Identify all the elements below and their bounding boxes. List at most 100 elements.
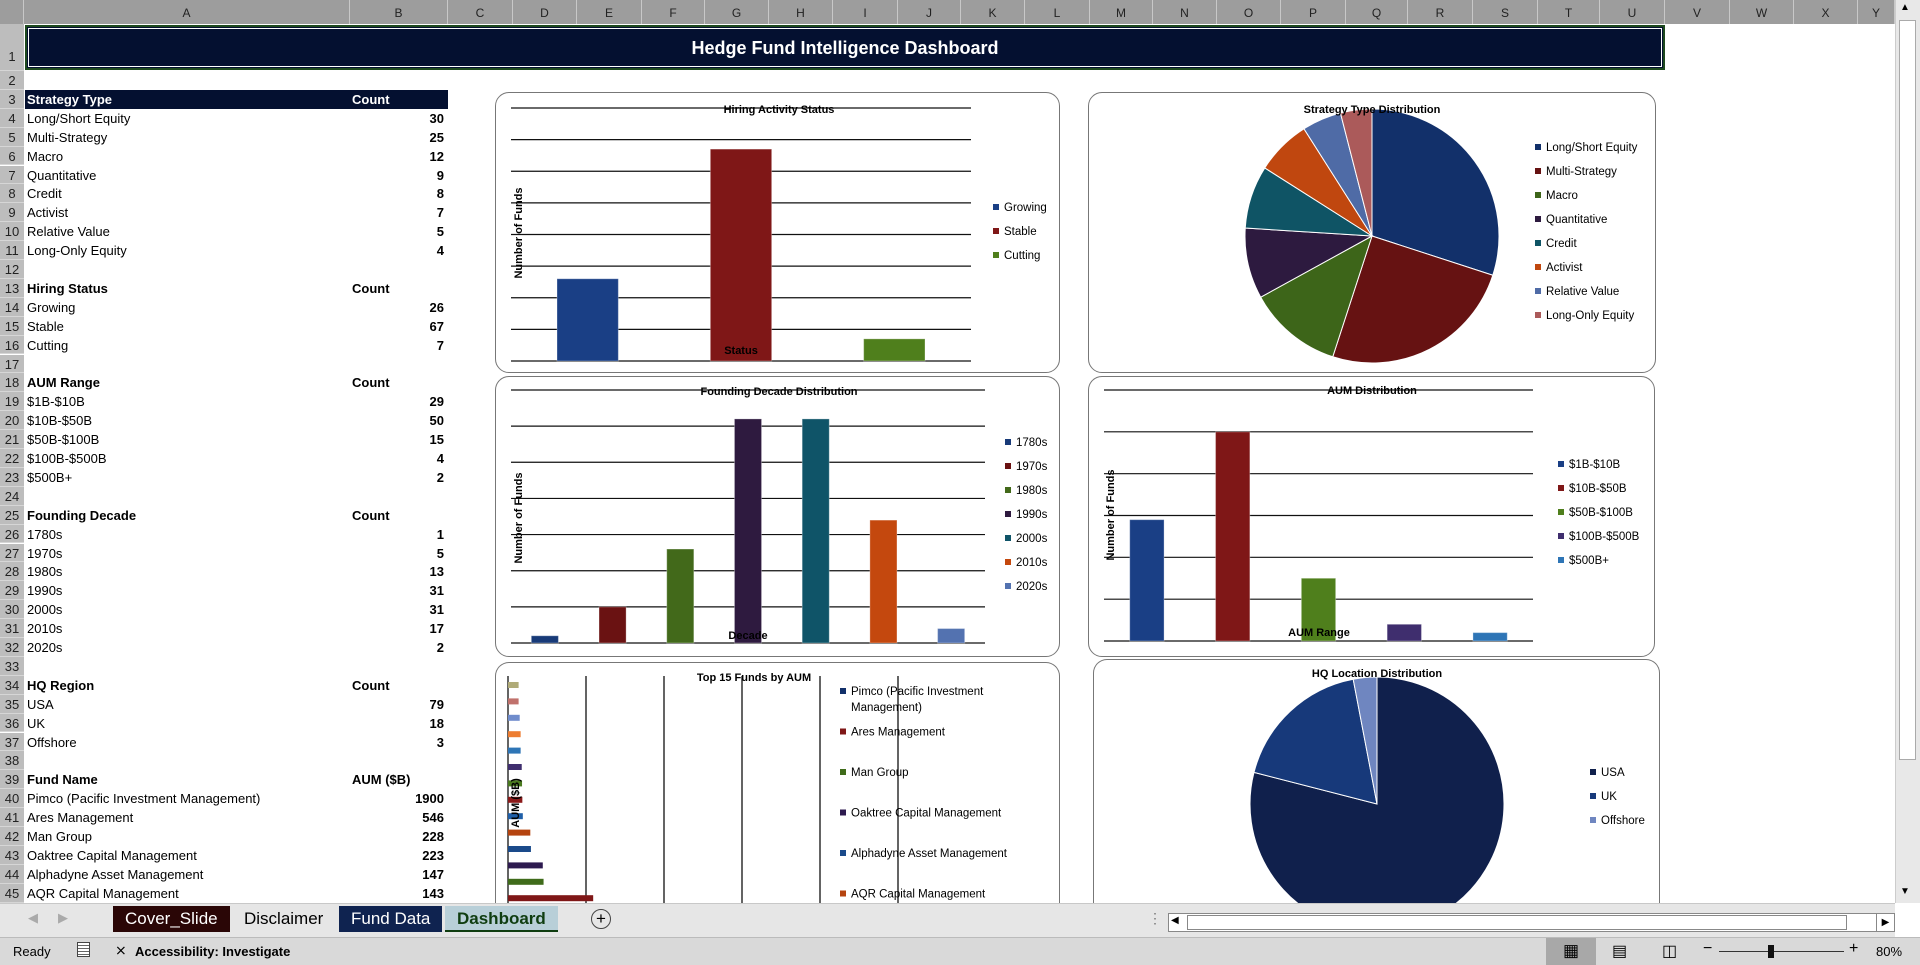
pie-slice-Multi-Strategy[interactable] [1332, 235, 1494, 364]
bar-rank-9[interactable] [508, 780, 523, 787]
cell-value[interactable]: 3 [436, 734, 444, 750]
hq-location-chart[interactable]: HQ Location Distribution USA UK Offshore [1093, 659, 1660, 903]
column-header-S[interactable]: S [1473, 0, 1538, 24]
accessibility-icon[interactable]: ⨯ [115, 942, 127, 958]
row-header[interactable]: 39 [0, 770, 24, 790]
bar-Alphadyne Asset Management[interactable] [508, 846, 531, 852]
bar-2000s[interactable] [801, 418, 830, 644]
cell-label[interactable]: 1990s [27, 583, 63, 599]
cell-label[interactable]: $100B-$500B [27, 451, 107, 466]
row-header[interactable]: 31 [0, 619, 24, 638]
bar-AQR Capital Management[interactable] [508, 829, 531, 836]
cell-label[interactable]: $1B-$10B [27, 394, 85, 410]
column-header-H[interactable]: H [769, 0, 833, 24]
table-header-count[interactable]: Count [352, 91, 390, 107]
row-header[interactable]: 35 [0, 694, 24, 714]
cell-value[interactable]: 147 [422, 866, 444, 882]
table-header-label[interactable]: AUM Range [27, 375, 100, 391]
cell-value[interactable]: 8 [436, 186, 444, 202]
row-header[interactable]: 9 [0, 203, 24, 223]
cell-label[interactable]: Alphadyne Asset Management [27, 866, 204, 882]
row-header[interactable]: 30 [0, 600, 24, 620]
row-header[interactable]: 2 [0, 71, 24, 90]
bar-rank-10[interactable] [508, 764, 522, 770]
cell-value[interactable]: 5 [436, 224, 444, 240]
dashboard-title-banner[interactable]: Hedge Fund Intelligence Dashboard [25, 25, 1665, 70]
cell-label[interactable]: 1970s [27, 545, 63, 561]
cell-value[interactable]: 17 [429, 621, 444, 637]
column-header-C[interactable]: C [448, 0, 513, 24]
cell-label[interactable]: Growing [27, 299, 76, 315]
cell-label[interactable]: USA [27, 696, 54, 712]
row-header[interactable]: 17 [0, 354, 24, 374]
cell-label[interactable]: 2010s [27, 621, 63, 637]
row-header[interactable]: 34 [0, 675, 24, 695]
bar-1980s[interactable] [666, 548, 695, 644]
column-header-V[interactable]: V [1665, 0, 1730, 24]
normal-view-button[interactable]: ▦ [1546, 938, 1596, 965]
cell-value[interactable]: 30 [429, 110, 444, 126]
pie-slice-Long/Short Equity[interactable] [1371, 108, 1500, 276]
cell-value[interactable]: 4 [436, 451, 444, 466]
column-header-N[interactable]: N [1153, 0, 1217, 24]
scroll-up-arrow[interactable]: ▲ [1900, 2, 1910, 13]
table-header-count[interactable]: Count [352, 507, 390, 523]
column-header-K[interactable]: K [961, 0, 1025, 24]
cell-value[interactable]: 2 [436, 640, 444, 655]
table-header-count[interactable]: Count [352, 280, 390, 296]
top-funds-chart[interactable]: Top 15 Funds by AUM AUM ($B) Pimco (Pacifi… [495, 662, 1060, 903]
cell-label[interactable]: AQR Capital Management [27, 885, 179, 901]
cell-label[interactable]: Quantitative [27, 167, 97, 183]
column-header-M[interactable]: M [1090, 0, 1153, 24]
table-header-count[interactable]: Count [352, 677, 390, 693]
cell-value[interactable]: 546 [422, 810, 444, 826]
pie-slice-Offshore[interactable] [1352, 676, 1378, 805]
row-header[interactable]: 42 [0, 827, 24, 846]
cell-value[interactable]: 12 [429, 148, 444, 164]
bar-$1B-$10B[interactable] [1129, 519, 1165, 642]
cell-label[interactable]: Ares Management [27, 810, 134, 826]
cell-value[interactable]: 143 [422, 885, 444, 901]
sheet-tab-cover-slide[interactable]: Cover_Slide [113, 906, 230, 932]
cell-value[interactable]: 79 [429, 696, 444, 712]
row-header[interactable]: 15 [0, 316, 24, 336]
cell-value[interactable]: 4 [436, 243, 444, 259]
cell-value[interactable]: 31 [429, 602, 444, 618]
accessibility-status[interactable]: Accessibility: Investigate [135, 944, 291, 959]
cell-value[interactable]: 223 [422, 847, 444, 863]
row-header[interactable]: 13 [0, 278, 24, 298]
bar-Stable[interactable] [709, 148, 773, 362]
row-header[interactable]: 8 [0, 184, 24, 204]
bar-Cutting[interactable] [863, 338, 926, 362]
row-header[interactable]: 1 [0, 24, 24, 71]
cell-label[interactable]: $500B+ [27, 469, 73, 485]
column-header-G[interactable]: G [705, 0, 769, 24]
sheet-tab-fund-data[interactable]: Fund Data [339, 906, 443, 932]
cell-value[interactable]: 2 [436, 469, 444, 485]
scroll-left-arrow[interactable]: ◀ [1171, 915, 1179, 926]
row-header[interactable]: 12 [0, 260, 24, 279]
zoom-out-button[interactable]: − [1703, 940, 1713, 957]
cell-label[interactable]: UK [27, 715, 46, 731]
table-header-count[interactable]: AUM ($B) [352, 772, 411, 788]
cell-value[interactable]: 9 [436, 167, 444, 183]
bar-rank-13[interactable] [508, 714, 520, 721]
row-header[interactable]: 20 [0, 411, 24, 431]
cell-label[interactable]: Multi-Strategy [27, 129, 108, 145]
sheet-tab-disclaimer[interactable]: Disclaimer [232, 906, 336, 932]
column-header-J[interactable]: J [898, 0, 961, 24]
page-layout-view-button[interactable]: ▤ [1612, 943, 1628, 960]
zoom-level[interactable]: 80% [1876, 944, 1903, 959]
cell-label[interactable]: Stable [27, 318, 64, 334]
cell-label[interactable]: 1980s [27, 564, 63, 580]
bar-2020s[interactable] [937, 628, 966, 644]
table-header-label[interactable]: Hiring Status [27, 280, 108, 296]
row-header[interactable]: 23 [0, 467, 24, 487]
strategy-type-chart[interactable]: Strategy Type Distribution Long/Short Equ… [1088, 92, 1656, 373]
column-header-D[interactable]: D [513, 0, 577, 24]
row-header[interactable]: 22 [0, 449, 24, 468]
cell-label[interactable]: $10B-$50B [27, 413, 93, 429]
cell-label[interactable]: Long/Short Equity [27, 110, 131, 126]
column-header-E[interactable]: E [577, 0, 642, 24]
column-header-X[interactable]: X [1794, 0, 1858, 24]
